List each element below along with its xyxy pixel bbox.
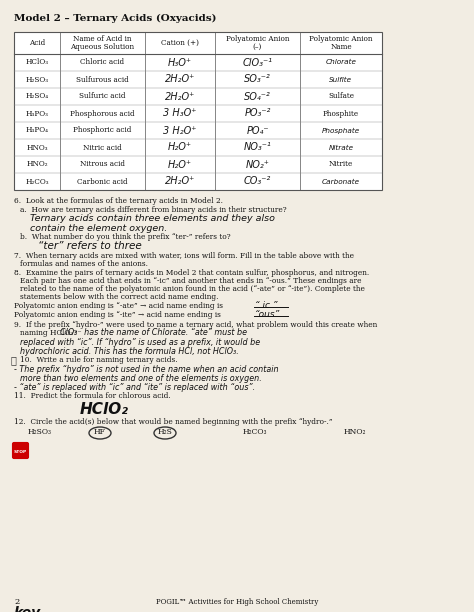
Text: H₂SO₄: H₂SO₄: [26, 92, 48, 100]
Text: 12.  Circle the acid(s) below that would be named beginning with the prefix “hyd: 12. Circle the acid(s) below that would …: [14, 418, 333, 426]
Text: 2H₂O⁺: 2H₂O⁺: [165, 92, 195, 102]
Text: key: key: [14, 606, 41, 612]
Text: Polyatomic Anion: Polyatomic Anion: [309, 35, 373, 43]
Text: ClO₃⁻ has the name of Chlorate. “ate” must be: ClO₃⁻ has the name of Chlorate. “ate” mu…: [60, 328, 247, 337]
Text: Name of Acid in: Name of Acid in: [73, 35, 132, 43]
Text: 10.  Write a rule for naming ternary acids.: 10. Write a rule for naming ternary acid…: [20, 356, 178, 364]
Text: HNO₂: HNO₂: [344, 428, 366, 436]
Text: HF: HF: [94, 428, 106, 436]
Text: Nitrite: Nitrite: [329, 160, 353, 168]
Text: Nitrous acid: Nitrous acid: [80, 160, 125, 168]
Text: 6.  Look at the formulas of the ternary acids in Model 2.: 6. Look at the formulas of the ternary a…: [14, 197, 223, 205]
Text: Cation (+): Cation (+): [161, 39, 199, 47]
Text: Chlorate: Chlorate: [326, 59, 356, 65]
Text: H₃PO₄: H₃PO₄: [26, 127, 48, 135]
Text: Nitrate: Nitrate: [328, 144, 354, 151]
Text: Aqueous Solution: Aqueous Solution: [71, 43, 135, 51]
Text: Polyatomic Anion: Polyatomic Anion: [226, 35, 289, 43]
Text: Nitric acid: Nitric acid: [83, 143, 122, 152]
Text: H₂CO₃: H₂CO₃: [25, 177, 49, 185]
Text: “ ic ”: “ ic ”: [255, 301, 277, 310]
Bar: [14, 32, 382, 190]
Text: SO₄⁻²: SO₄⁻²: [244, 92, 271, 102]
Text: 2H₂O⁺: 2H₂O⁺: [165, 176, 195, 187]
Text: contain the element oxygen.: contain the element oxygen.: [30, 224, 167, 233]
Text: CO₃⁻²: CO₃⁻²: [244, 176, 271, 187]
Text: 3 H₃O⁺: 3 H₃O⁺: [164, 108, 197, 119]
Text: Model 2 – Ternary Acids (Oxyacids): Model 2 – Ternary Acids (Oxyacids): [14, 14, 217, 23]
Text: 9.  If the prefix “hydro-” were used to name a ternary acid, what problem would : 9. If the prefix “hydro-” were used to n…: [14, 321, 377, 329]
Text: 3 H₂O⁺: 3 H₂O⁺: [164, 125, 197, 135]
Text: a.  How are ternary acids different from binary acids in their structure?: a. How are ternary acids different from …: [20, 206, 287, 214]
Text: hydrochloric acid. This has the formula HCl, not HClO₃.: hydrochloric acid. This has the formula …: [20, 347, 239, 356]
Text: NO₂⁺: NO₂⁺: [246, 160, 269, 170]
Text: replaced with “ic”. If “hydro” is used as a prefix, it would be: replaced with “ic”. If “hydro” is used a…: [20, 338, 260, 347]
Text: Sulfate: Sulfate: [328, 92, 354, 100]
Text: Name: Name: [330, 43, 352, 51]
Text: Acid: Acid: [29, 39, 45, 47]
Text: Sulfuric acid: Sulfuric acid: [79, 92, 126, 100]
Text: HNO₂: HNO₂: [26, 160, 48, 168]
Text: statements below with the correct acid name ending.: statements below with the correct acid n…: [20, 293, 219, 301]
Text: Sulfurous acid: Sulfurous acid: [76, 75, 129, 83]
Text: PO₃⁻²: PO₃⁻²: [244, 108, 271, 119]
Text: Carbonic acid: Carbonic acid: [77, 177, 128, 185]
Text: Sulfite: Sulfite: [329, 76, 353, 83]
Text: Ternary acids contain three elements and they also: Ternary acids contain three elements and…: [30, 214, 275, 223]
Text: HClO₂: HClO₂: [80, 402, 129, 417]
Text: formulas and names of the anions.: formulas and names of the anions.: [20, 260, 148, 268]
Text: STOP: STOP: [14, 450, 27, 454]
Text: Polyatomic anion ending is “-ate” → acid name ending is: Polyatomic anion ending is “-ate” → acid…: [14, 302, 223, 310]
Text: H₂CO₃: H₂CO₃: [243, 428, 267, 436]
Text: “ter” refers to three: “ter” refers to three: [38, 241, 142, 251]
Text: ClO₃⁻¹: ClO₃⁻¹: [243, 58, 273, 67]
Text: b.  What number do you think the prefix “ter-” refers to?: b. What number do you think the prefix “…: [20, 233, 231, 241]
Text: more than two elements and one of the elements is oxygen.: more than two elements and one of the el…: [20, 374, 262, 383]
Text: 2: 2: [14, 598, 19, 606]
Text: HNO₃: HNO₃: [26, 143, 48, 152]
Text: SO₃⁻²: SO₃⁻²: [244, 75, 271, 84]
Text: Phosphoric acid: Phosphoric acid: [73, 127, 132, 135]
Text: 8.  Examine the pairs of ternary acids in Model 2 that contain sulfur, phosphoru: 8. Examine the pairs of ternary acids in…: [14, 269, 369, 277]
Text: 2H₂O⁺: 2H₂O⁺: [165, 75, 195, 84]
FancyBboxPatch shape: [12, 442, 28, 458]
Text: - The prefix “hydro” is not used in the name when an acid contain: - The prefix “hydro” is not used in the …: [14, 365, 279, 374]
Text: H₂O⁺: H₂O⁺: [168, 160, 192, 170]
Text: H₂SO₃: H₂SO₃: [28, 428, 52, 436]
Text: Carbonate: Carbonate: [322, 179, 360, 184]
Text: Phosphite: Phosphite: [323, 110, 359, 118]
Text: Chloric acid: Chloric acid: [81, 59, 125, 67]
Text: H₃O⁺: H₃O⁺: [168, 58, 192, 67]
Text: HClO₃: HClO₃: [26, 59, 48, 67]
Text: naming HClO₃?: naming HClO₃?: [20, 329, 77, 337]
Text: H₃PO₃: H₃PO₃: [26, 110, 48, 118]
Text: 11.  Predict the formula for chlorous acid.: 11. Predict the formula for chlorous aci…: [14, 392, 171, 400]
Text: “ous”: “ous”: [255, 310, 280, 319]
Text: Phosphate: Phosphate: [322, 127, 360, 133]
Text: POGIL™ Activities for High School Chemistry: POGIL™ Activities for High School Chemis…: [156, 598, 318, 606]
Text: Each pair has one acid that ends in “-ic” and another that ends in “-ous.” These: Each pair has one acid that ends in “-ic…: [20, 277, 362, 285]
Text: NO₃⁻¹: NO₃⁻¹: [244, 143, 272, 152]
Text: - “ate” is replaced with “ic” and “ite” is replaced with “ous”.: - “ate” is replaced with “ic” and “ite” …: [14, 383, 255, 392]
Text: Polyatomic anion ending is “-ite” → acid name ending is: Polyatomic anion ending is “-ite” → acid…: [14, 311, 221, 319]
Text: H₂S: H₂S: [157, 428, 173, 436]
Text: 7.  When ternary acids are mixed with water, ions will form. Fill in the table a: 7. When ternary acids are mixed with wat…: [14, 252, 354, 260]
Text: ✎: ✎: [11, 356, 17, 365]
Text: Phosphorous acid: Phosphorous acid: [70, 110, 135, 118]
Text: H₂O⁺: H₂O⁺: [168, 143, 192, 152]
Text: related to the name of the polyatomic anion found in the acid (“-ate” or “-ite”): related to the name of the polyatomic an…: [20, 285, 365, 293]
Text: H₂SO₃: H₂SO₃: [26, 75, 48, 83]
Text: (–): (–): [253, 43, 262, 51]
Text: PO₄⁻: PO₄⁻: [246, 125, 269, 135]
